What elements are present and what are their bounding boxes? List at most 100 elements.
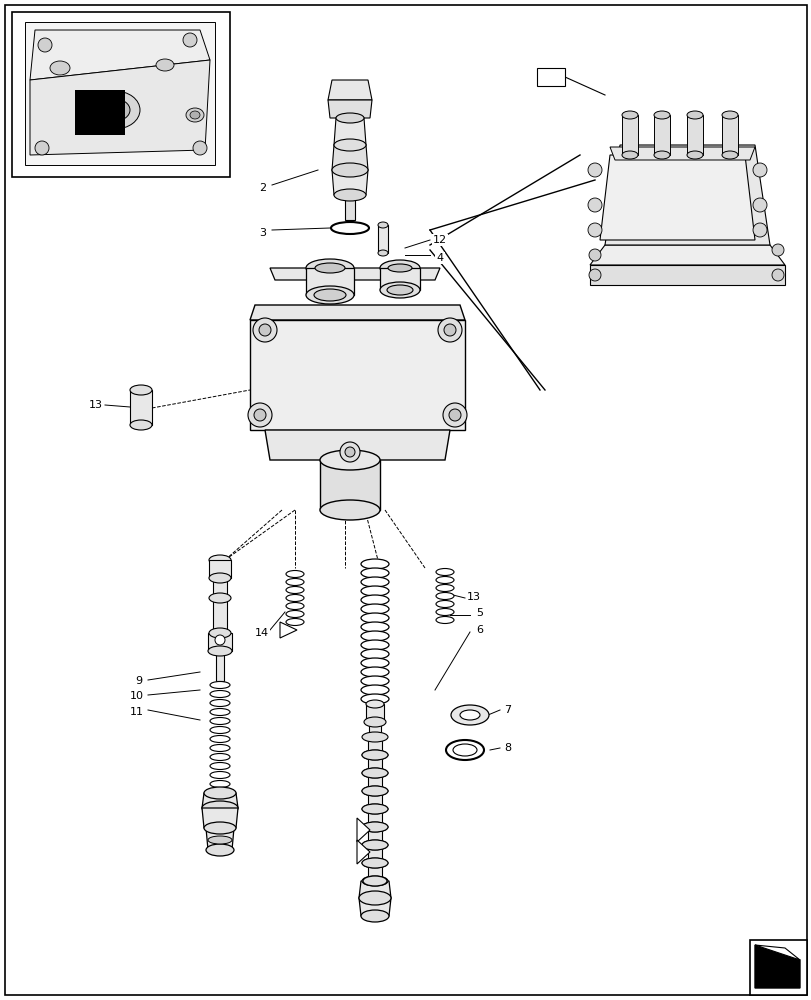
Circle shape bbox=[444, 324, 456, 336]
Ellipse shape bbox=[436, 584, 453, 591]
Ellipse shape bbox=[208, 593, 230, 603]
Ellipse shape bbox=[362, 768, 388, 778]
Bar bbox=[12, 12, 230, 177]
Polygon shape bbox=[357, 818, 370, 842]
Ellipse shape bbox=[362, 858, 388, 868]
Ellipse shape bbox=[130, 420, 152, 430]
Circle shape bbox=[752, 198, 766, 212]
Polygon shape bbox=[202, 808, 238, 828]
Polygon shape bbox=[358, 898, 391, 916]
Polygon shape bbox=[590, 265, 784, 285]
Circle shape bbox=[345, 447, 354, 457]
Bar bbox=[367, 791, 381, 809]
Ellipse shape bbox=[210, 754, 230, 760]
Ellipse shape bbox=[721, 151, 737, 159]
Circle shape bbox=[247, 403, 272, 427]
Ellipse shape bbox=[306, 286, 354, 304]
Ellipse shape bbox=[333, 139, 366, 151]
Ellipse shape bbox=[210, 700, 230, 706]
Text: 8: 8 bbox=[504, 743, 511, 753]
Ellipse shape bbox=[366, 700, 384, 708]
Polygon shape bbox=[270, 268, 440, 280]
Ellipse shape bbox=[361, 613, 388, 623]
Ellipse shape bbox=[436, 568, 453, 576]
Ellipse shape bbox=[208, 555, 230, 565]
Ellipse shape bbox=[363, 717, 385, 727]
Bar bbox=[367, 845, 381, 863]
Ellipse shape bbox=[204, 822, 236, 834]
Circle shape bbox=[752, 223, 766, 237]
Ellipse shape bbox=[621, 151, 637, 159]
Ellipse shape bbox=[320, 500, 380, 520]
Text: 10: 10 bbox=[130, 691, 144, 701]
Polygon shape bbox=[306, 268, 354, 295]
Ellipse shape bbox=[320, 450, 380, 470]
Ellipse shape bbox=[621, 111, 637, 119]
Polygon shape bbox=[250, 305, 465, 320]
Polygon shape bbox=[332, 170, 367, 195]
Ellipse shape bbox=[361, 604, 388, 614]
Ellipse shape bbox=[653, 151, 669, 159]
Circle shape bbox=[448, 409, 461, 421]
Ellipse shape bbox=[445, 740, 483, 760]
Ellipse shape bbox=[358, 891, 391, 905]
Bar bbox=[536, 68, 564, 86]
Polygon shape bbox=[280, 622, 297, 638]
Ellipse shape bbox=[210, 690, 230, 698]
Bar bbox=[367, 863, 381, 881]
Text: 7: 7 bbox=[504, 705, 511, 715]
Ellipse shape bbox=[130, 385, 152, 395]
Text: 2: 2 bbox=[260, 183, 266, 193]
Circle shape bbox=[193, 141, 207, 155]
Text: 13: 13 bbox=[466, 592, 480, 602]
Ellipse shape bbox=[285, 578, 303, 585]
Ellipse shape bbox=[361, 640, 388, 650]
Ellipse shape bbox=[202, 801, 238, 815]
Ellipse shape bbox=[285, 570, 303, 578]
Bar bbox=[686, 115, 702, 155]
Bar bbox=[208, 560, 230, 578]
Ellipse shape bbox=[361, 622, 388, 632]
Circle shape bbox=[587, 223, 601, 237]
Polygon shape bbox=[332, 145, 367, 170]
Text: 3: 3 bbox=[260, 228, 266, 238]
Circle shape bbox=[437, 318, 461, 342]
Ellipse shape bbox=[362, 750, 388, 760]
Circle shape bbox=[771, 269, 783, 281]
Ellipse shape bbox=[362, 840, 388, 850]
Bar bbox=[208, 633, 232, 651]
Ellipse shape bbox=[285, 594, 303, 601]
Ellipse shape bbox=[361, 667, 388, 677]
Text: 11: 11 bbox=[130, 707, 144, 717]
Ellipse shape bbox=[362, 876, 388, 886]
Ellipse shape bbox=[210, 708, 230, 716]
Ellipse shape bbox=[362, 750, 388, 760]
Ellipse shape bbox=[208, 628, 230, 638]
Ellipse shape bbox=[331, 222, 368, 234]
Bar bbox=[212, 598, 227, 633]
Bar bbox=[367, 827, 381, 845]
Ellipse shape bbox=[363, 876, 387, 886]
Circle shape bbox=[253, 318, 277, 342]
Ellipse shape bbox=[380, 260, 419, 276]
Polygon shape bbox=[206, 828, 234, 850]
Ellipse shape bbox=[285, 602, 303, 609]
Text: 6: 6 bbox=[476, 625, 483, 635]
Polygon shape bbox=[357, 840, 370, 864]
Ellipse shape bbox=[204, 787, 236, 799]
Ellipse shape bbox=[380, 282, 419, 298]
Polygon shape bbox=[609, 147, 754, 160]
Circle shape bbox=[35, 141, 49, 155]
Bar bbox=[368, 722, 380, 737]
Ellipse shape bbox=[686, 151, 702, 159]
Ellipse shape bbox=[208, 836, 232, 844]
Bar bbox=[749, 940, 806, 995]
Ellipse shape bbox=[460, 710, 479, 720]
Polygon shape bbox=[264, 430, 449, 460]
Ellipse shape bbox=[436, 600, 453, 607]
Ellipse shape bbox=[362, 822, 388, 832]
Polygon shape bbox=[590, 245, 784, 265]
Polygon shape bbox=[604, 145, 769, 245]
Ellipse shape bbox=[210, 780, 230, 787]
Polygon shape bbox=[30, 60, 210, 155]
